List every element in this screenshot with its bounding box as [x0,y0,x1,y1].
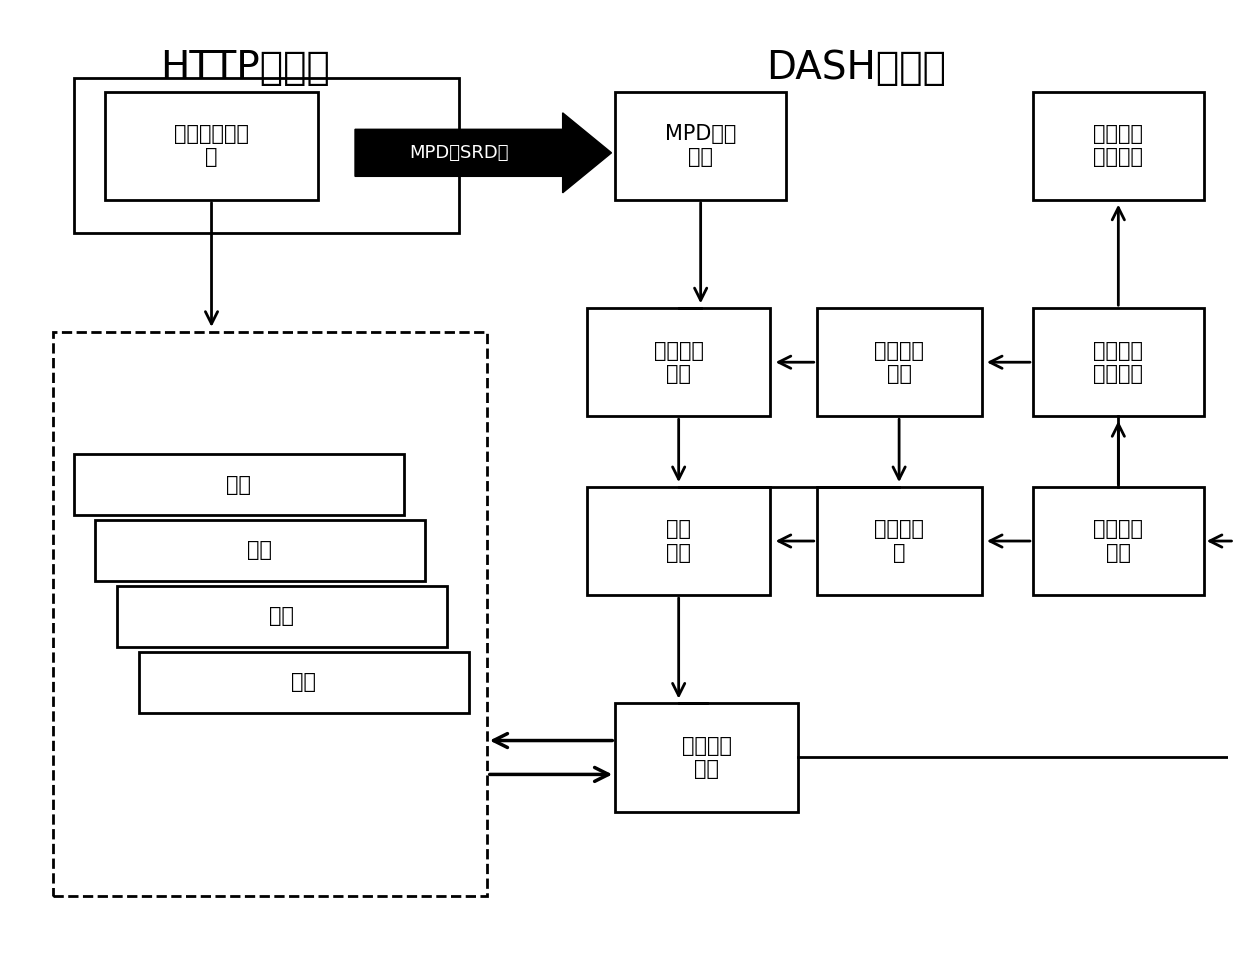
Bar [74,454,404,515]
Text: 切片: 切片 [227,475,252,495]
Text: DASH客户端: DASH客户端 [766,50,946,87]
Bar [615,92,786,200]
Bar [1033,308,1204,416]
Text: 切片: 切片 [269,606,294,626]
Text: 切片请求
模块: 切片请求 模块 [682,736,732,779]
Polygon shape [355,113,611,193]
Text: 用户视窗
感知模块: 用户视窗 感知模块 [1094,341,1143,384]
Bar [74,77,459,233]
Bar [104,92,319,200]
Text: 切片: 切片 [291,672,316,692]
Bar [95,520,424,581]
Text: 决策
模块: 决策 模块 [666,520,691,562]
Bar [53,331,487,897]
Bar [139,651,469,712]
Text: 用户视窗
预测: 用户视窗 预测 [874,341,924,384]
Text: HTTP服务器: HTTP服务器 [160,50,330,87]
Text: 带宽估计
模块: 带宽估计 模块 [653,341,703,384]
Text: MPD（SRD）: MPD（SRD） [409,144,508,161]
Text: MPD解析
模块: MPD解析 模块 [665,124,737,167]
Text: 切片文件生成
器: 切片文件生成 器 [174,124,249,167]
Bar [117,585,446,647]
Bar [615,704,799,812]
Text: 缓存区状
态: 缓存区状 态 [874,520,924,562]
Bar [817,487,982,595]
Bar [1033,487,1204,595]
Text: 全景视频
播放模块: 全景视频 播放模块 [1094,124,1143,167]
Bar [587,487,770,595]
Text: 视频缓存
模块: 视频缓存 模块 [1094,520,1143,562]
Bar [817,308,982,416]
Bar [1033,92,1204,200]
Text: 切片: 切片 [247,541,273,561]
Bar [587,308,770,416]
